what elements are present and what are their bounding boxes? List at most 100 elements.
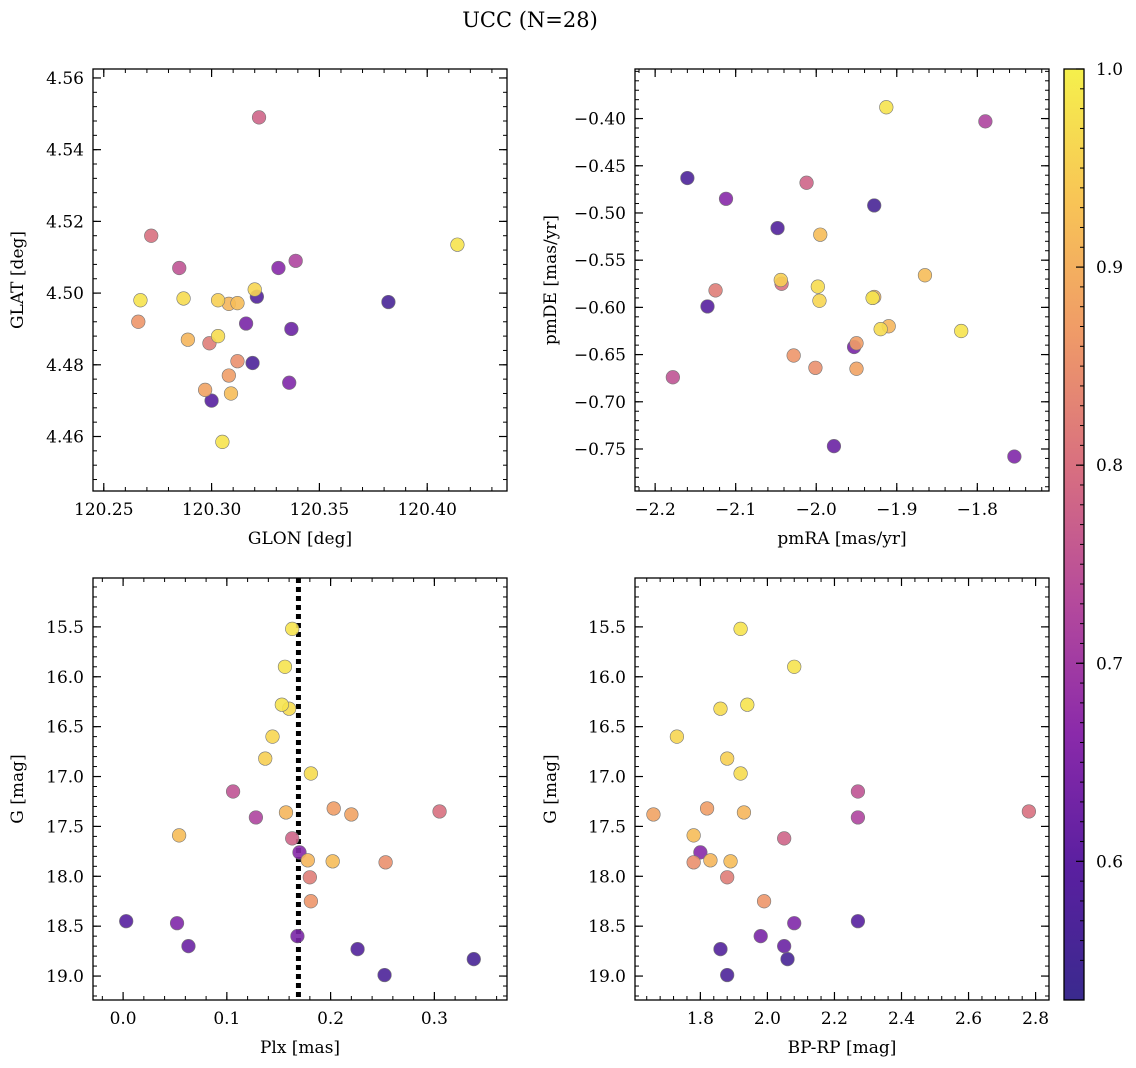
- x-tick-label: −2.2: [634, 500, 675, 520]
- y-tick-label: 18.5: [46, 917, 84, 937]
- star-point: [176, 291, 191, 306]
- y-tick-label: 16.5: [46, 718, 84, 738]
- y-tick-label: 16.0: [588, 668, 626, 688]
- star-point: [278, 805, 294, 820]
- star-point: [230, 296, 245, 311]
- x-tick-label: 0.3: [421, 1009, 448, 1029]
- y-axis-label: G [mag]: [541, 754, 561, 823]
- y-tick-label: 16.5: [588, 718, 626, 738]
- y-tick-label: 4.50: [46, 284, 84, 304]
- star-point: [221, 368, 236, 383]
- colorbar-tick-label: 0.8: [1096, 456, 1123, 476]
- axes-frame: [92, 68, 508, 492]
- colorbar-fill: [1063, 68, 1085, 1001]
- y-tick-label: 19.0: [588, 967, 626, 987]
- star-point: [290, 929, 305, 944]
- star-point: [713, 701, 728, 716]
- star-point: [665, 370, 680, 385]
- axes-frame: [634, 68, 1050, 492]
- x-tick-label: 2.8: [1022, 1009, 1049, 1029]
- x-tick-label: 1.8: [687, 1009, 714, 1029]
- star-point: [230, 354, 245, 369]
- x-tick-label: 2.4: [888, 1009, 915, 1029]
- y-tick-label: −0.50: [574, 204, 626, 224]
- star-point: [223, 386, 239, 401]
- panels: 120.25 120.30 120.35 120.40 4.46 4.48 4.50 4.52…: [8, 68, 1050, 1058]
- y-axis-label: GLAT [deg]: [8, 231, 28, 329]
- x-tick-label: −2.1: [715, 500, 756, 520]
- star-point: [274, 697, 289, 712]
- star-point: [350, 942, 365, 957]
- star-point: [285, 831, 300, 846]
- star-point: [282, 375, 297, 390]
- x-tick-label: −2.0: [796, 500, 837, 520]
- y-tick-label: 4.46: [46, 428, 84, 448]
- star-point: [245, 355, 260, 371]
- star-point: [303, 894, 318, 909]
- colorbar-tick-label: 1.0: [1096, 60, 1123, 80]
- star-point: [686, 855, 701, 870]
- star-point: [850, 810, 866, 825]
- y-tick-label: −0.40: [574, 110, 626, 130]
- star-point: [258, 751, 273, 766]
- star-point: [271, 260, 286, 276]
- star-point: [812, 293, 827, 308]
- y-tick-label: 4.52: [46, 212, 84, 232]
- y-axis-label: G [mag]: [8, 754, 28, 823]
- panel-1: 120.25 120.30 120.35 120.40 4.46 4.48 4.50 4.52…: [8, 68, 508, 549]
- star-point: [378, 855, 393, 870]
- panel-2: −2.2 −2.1 −2.0 −1.9 −1.8 −0.75 −0.70 −0.65 −0.60…: [541, 68, 1050, 549]
- star-point: [204, 393, 219, 408]
- star-point: [238, 316, 254, 331]
- y-tick-label: 16.0: [46, 668, 84, 688]
- star-point: [720, 967, 735, 983]
- y-tick-label: 18.5: [588, 917, 626, 937]
- y-tick-label: 17.5: [46, 817, 84, 837]
- star-point: [787, 659, 802, 674]
- star-point: [303, 766, 318, 781]
- star-point: [703, 853, 718, 868]
- x-tick-label: 120.25: [74, 500, 133, 520]
- star-point: [646, 807, 661, 822]
- axes-frame: [92, 577, 508, 1001]
- x-axis-label: Plx [mas]: [260, 1038, 340, 1058]
- star-point: [285, 621, 300, 636]
- star-point: [777, 831, 792, 846]
- y-tick-label: 19.0: [46, 967, 84, 987]
- y-tick-label: 17.0: [46, 768, 84, 788]
- star-point: [777, 939, 792, 954]
- star-point: [326, 801, 341, 816]
- star-point: [215, 434, 230, 449]
- star-point: [810, 279, 825, 294]
- x-tick-label: 0.1: [213, 1009, 240, 1029]
- star-point: [786, 348, 801, 363]
- star-point: [865, 290, 880, 306]
- y-tick-label: 15.5: [588, 618, 626, 638]
- star-point: [119, 914, 134, 929]
- star-point: [736, 805, 752, 820]
- star-point: [169, 916, 185, 931]
- y-tick-label: 4.54: [46, 141, 84, 161]
- star-point: [978, 114, 993, 129]
- star-point: [450, 237, 465, 252]
- y-tick-label: 17.0: [588, 768, 626, 788]
- y-tick-label: −0.65: [574, 346, 626, 366]
- star-point: [377, 967, 392, 983]
- star-point: [198, 382, 213, 397]
- star-point: [826, 439, 842, 454]
- star-point: [131, 314, 146, 329]
- star-point: [181, 939, 196, 954]
- y-tick-label: 18.0: [46, 867, 84, 887]
- star-point: [300, 853, 315, 868]
- axes-frame: [634, 577, 1050, 1001]
- x-tick-label: 2.6: [955, 1009, 982, 1029]
- x-tick-label: 120.35: [290, 500, 349, 520]
- star-point: [733, 766, 748, 781]
- star-point: [773, 272, 788, 288]
- panel-3: 0.0 0.1 0.2 0.3 15.5 16.0 16.5 17.0 17.5 18.0 18.5…: [8, 577, 508, 1058]
- x-axis-label: BP-RP [mag]: [788, 1038, 897, 1058]
- star-point: [699, 801, 715, 816]
- star-point: [381, 294, 396, 310]
- star-point: [770, 220, 785, 236]
- star-point: [248, 810, 264, 825]
